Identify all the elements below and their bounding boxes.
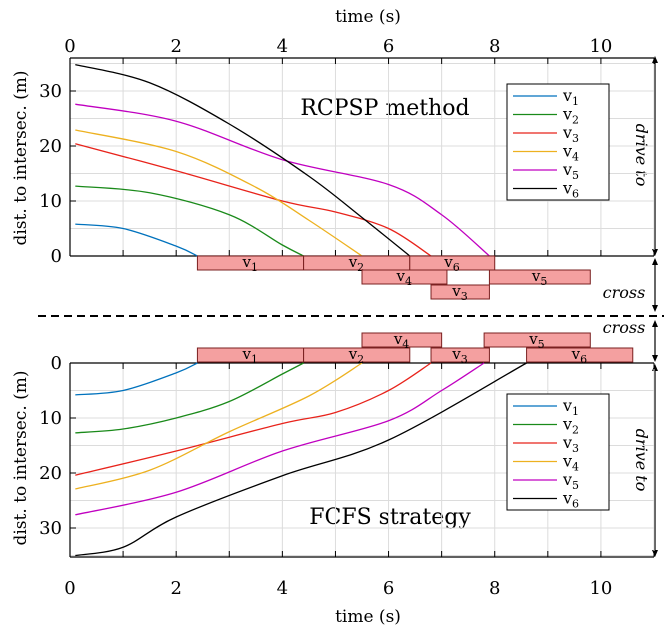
series-line-v4: [75, 362, 363, 490]
bottom-y-axis-label: dist. to intersec. (m): [11, 370, 31, 545]
y-tick-label: 20: [39, 463, 62, 484]
series-line-v3: [75, 362, 432, 476]
x-tick-label: 2: [170, 36, 181, 57]
legend-box: [506, 393, 610, 511]
series-line-v3: [75, 143, 432, 257]
series-line-v6: [75, 63, 411, 257]
cross-block-label: v5: [531, 267, 547, 288]
series-line-v1: [75, 362, 198, 396]
y-tick-label: 0: [51, 246, 62, 267]
x-tick-label: 4: [277, 36, 288, 57]
cross-block-label: v3: [451, 282, 467, 303]
cross-block-v5: [483, 332, 591, 348]
x-tick-label: 10: [589, 36, 612, 57]
legend-label-v5: v5: [562, 470, 579, 492]
series-line-v5: [75, 362, 485, 516]
y-tick-label: 10: [39, 408, 62, 429]
legend-label-v5: v5: [562, 160, 579, 182]
drive-to-label-bottom: drive to: [632, 429, 651, 492]
x-tick-label: 6: [383, 36, 394, 57]
cross-block-label: v3: [451, 345, 467, 366]
series-line-v2: [75, 362, 304, 434]
x-tick-label: 2: [170, 578, 181, 599]
top-y-axis-label: dist. to intersec. (m): [11, 70, 31, 245]
cross-block-v3: [430, 284, 490, 300]
legend-label-v6: v6: [562, 489, 579, 511]
top-x-axis-label: time (s): [335, 7, 401, 27]
cross-block-label: v1: [242, 253, 258, 274]
cross-block-v4: [361, 332, 443, 348]
x-tick-label: 0: [64, 578, 75, 599]
series-line-v1: [75, 223, 198, 257]
legend-label-v6: v6: [562, 179, 579, 201]
legend-label-v2: v2: [562, 105, 579, 127]
y-tick-label: 30: [39, 81, 62, 102]
x-tick-label: 8: [489, 36, 500, 57]
legend-label-v4: v4: [562, 142, 579, 164]
cross-block-v5: [488, 269, 591, 285]
cross-block-v3: [430, 347, 490, 363]
cross-block-v4: [361, 269, 448, 285]
cross-block-label: v2: [348, 345, 364, 366]
cross-label-bottom: cross: [603, 318, 646, 337]
cross-block-label: v5: [528, 330, 544, 351]
x-tick-label: 6: [383, 578, 394, 599]
legend-label-v1: v1: [562, 396, 579, 418]
cross-block-label: v2: [348, 253, 364, 274]
x-tick-label: 8: [489, 578, 500, 599]
x-tick-label: 10: [589, 578, 612, 599]
cross-block-label: v6: [571, 345, 587, 366]
legend-label-v2: v2: [562, 415, 579, 437]
y-tick-label: 10: [39, 191, 62, 212]
cross-block-label: v6: [443, 253, 459, 274]
cross-block-label: v4: [395, 267, 411, 288]
x-tick-label: 4: [277, 578, 288, 599]
series-line-v6: [75, 362, 527, 557]
drive-to-label-top: drive to: [632, 124, 651, 187]
y-tick-label: 0: [51, 353, 62, 374]
cross-block-label: v4: [393, 330, 409, 351]
legend-label-v3: v3: [562, 123, 579, 145]
cross-block-label: v1: [242, 345, 258, 366]
x-tick-label: 0: [64, 36, 75, 57]
bottom-plot-title: FCFS strategy: [309, 505, 471, 530]
series-line-v4: [75, 129, 363, 257]
cross-block-v6: [526, 347, 634, 363]
legend-label-v3: v3: [562, 433, 579, 455]
series-line-v2: [75, 185, 304, 257]
cross-block-v2: [303, 347, 411, 363]
top-plot-title: RCPSP method: [300, 96, 469, 121]
cross-block-v6: [409, 255, 496, 271]
y-tick-label: 30: [39, 518, 62, 539]
cross-label-top: cross: [603, 283, 646, 302]
legend-label-v1: v1: [562, 86, 579, 108]
legend-box: [506, 83, 610, 201]
legend-label-v4: v4: [562, 452, 579, 474]
series-line-v5: [75, 103, 490, 257]
y-tick-label: 20: [39, 136, 62, 157]
bottom-x-axis-label: time (s): [335, 607, 401, 627]
